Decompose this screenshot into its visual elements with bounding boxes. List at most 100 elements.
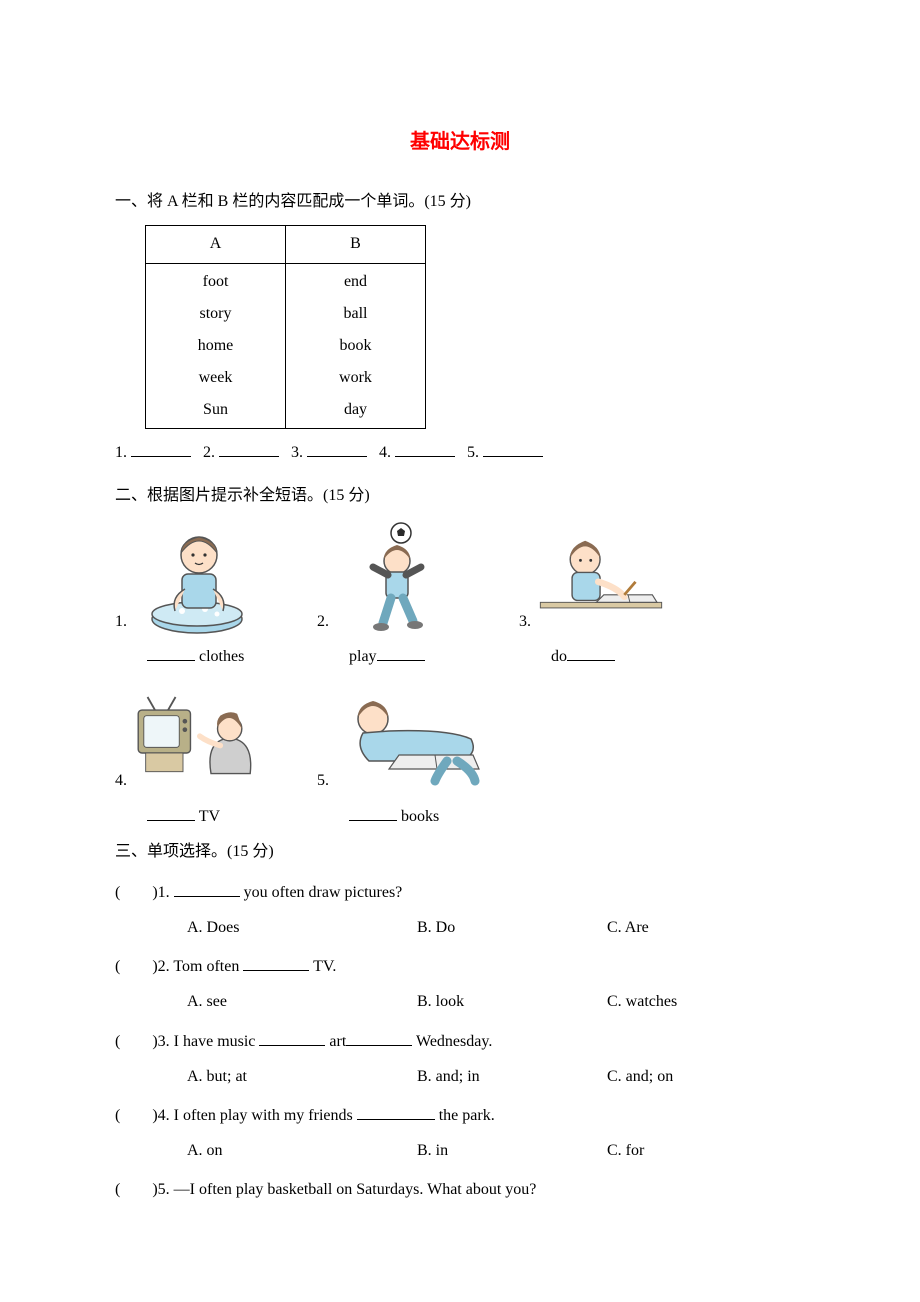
mcq-4: ( )4. I often play with my friends the p… bbox=[115, 1098, 805, 1168]
blank-1[interactable] bbox=[131, 443, 191, 457]
pic-2-num: 2. bbox=[317, 604, 329, 639]
pic-4-label: TV bbox=[147, 799, 267, 834]
blank-4[interactable] bbox=[395, 443, 455, 457]
pic-5-blank[interactable] bbox=[349, 806, 397, 820]
mcq-3-c[interactable]: C. and; on bbox=[607, 1059, 673, 1094]
pic-2-label: play bbox=[349, 639, 469, 674]
mcq-4-blank[interactable] bbox=[357, 1106, 435, 1120]
mcq-3-blank-2[interactable] bbox=[346, 1031, 412, 1045]
mcq-1-b[interactable]: B. Do bbox=[417, 910, 607, 945]
mcq-3-blank-1[interactable] bbox=[259, 1031, 325, 1045]
pic-5-text: books bbox=[397, 808, 439, 825]
mcq-1: ( )1. you often draw pictures? A. Does B… bbox=[115, 875, 805, 945]
mcq-2-pre: ( )2. Tom often bbox=[115, 958, 243, 975]
section3-heading: 三、单项选择。(15 分) bbox=[115, 834, 805, 869]
read-books-icon bbox=[329, 679, 499, 799]
mcq-1-stem: ( )1. you often draw pictures? bbox=[115, 875, 805, 910]
pic-row-1: 1. clothes 2. bbox=[115, 519, 805, 674]
mcq-2: ( )2. Tom often TV. A. see B. look C. wa… bbox=[115, 949, 805, 1019]
section1-blanks: 1. 2. 3. 4. 5. bbox=[115, 435, 805, 470]
mcq-1-post: you often draw pictures? bbox=[240, 884, 403, 901]
mcq-2-post: TV. bbox=[309, 958, 336, 975]
blank-5[interactable] bbox=[483, 443, 543, 457]
blank-1-num: 1. bbox=[115, 444, 127, 461]
match-col-b: end ball book work day bbox=[286, 263, 426, 428]
mcq-1-c[interactable]: C. Are bbox=[607, 910, 649, 945]
match-b-3: work bbox=[286, 362, 425, 394]
pic-item-1: 1. clothes bbox=[115, 519, 267, 674]
do-homework-icon bbox=[531, 519, 671, 639]
section2-heading: 二、根据图片提示补全短语。(15 分) bbox=[115, 478, 805, 513]
mcq-4-post: the park. bbox=[435, 1107, 495, 1124]
wash-clothes-icon bbox=[127, 519, 267, 639]
pic-5-num: 5. bbox=[317, 763, 329, 798]
pic-1-label: clothes bbox=[147, 639, 267, 674]
mcq-2-b[interactable]: B. look bbox=[417, 984, 607, 1019]
mcq-2-opts: A. see B. look C. watches bbox=[187, 984, 805, 1019]
pic-4-num: 4. bbox=[115, 763, 127, 798]
watch-tv-icon bbox=[127, 679, 267, 799]
pic-3-text: do bbox=[551, 648, 567, 665]
mcq-4-pre: ( )4. I often play with my friends bbox=[115, 1107, 357, 1124]
blank-2[interactable] bbox=[219, 443, 279, 457]
mcq-2-blank[interactable] bbox=[243, 957, 309, 971]
mcq-3-b[interactable]: B. and; in bbox=[417, 1059, 607, 1094]
pic-1-text: clothes bbox=[195, 648, 244, 665]
section1-heading: 一、将 A 栏和 B 栏的内容匹配成一个单词。(15 分) bbox=[115, 184, 805, 219]
match-a-4: Sun bbox=[146, 394, 285, 426]
match-a-1: story bbox=[146, 298, 285, 330]
mcq-3-stem: ( )3. I have music art Wednesday. bbox=[115, 1024, 805, 1059]
mcq-1-pre: ( )1. bbox=[115, 884, 174, 901]
mcq-1-a[interactable]: A. Does bbox=[187, 910, 417, 945]
blank-3-num: 3. bbox=[291, 444, 303, 461]
match-b-2: book bbox=[286, 330, 425, 362]
match-header-b: B bbox=[286, 226, 426, 264]
mcq-4-opts: A. on B. in C. for bbox=[187, 1133, 805, 1168]
mcq-4-stem: ( )4. I often play with my friends the p… bbox=[115, 1098, 805, 1133]
mcq-3-post: Wednesday. bbox=[412, 1033, 492, 1050]
pic-4-blank[interactable] bbox=[147, 806, 195, 820]
mcq-2-c[interactable]: C. watches bbox=[607, 984, 677, 1019]
pic-row-2: 4. TV 5. bbox=[115, 679, 805, 834]
match-table: A B foot story home week Sun end ball bo… bbox=[145, 225, 426, 429]
page-title: 基础达标测 bbox=[115, 120, 805, 164]
mcq-3-pre: ( )3. I have music bbox=[115, 1033, 259, 1050]
match-a-2: home bbox=[146, 330, 285, 362]
pic-1-blank[interactable] bbox=[147, 647, 195, 661]
mcq-2-a[interactable]: A. see bbox=[187, 984, 417, 1019]
mcq-4-c[interactable]: C. for bbox=[607, 1133, 644, 1168]
pic-5-label: books bbox=[349, 799, 499, 834]
pic-3-blank[interactable] bbox=[567, 647, 615, 661]
mcq-3-opts: A. but; at B. and; in C. and; on bbox=[187, 1059, 805, 1094]
match-b-4: day bbox=[286, 394, 425, 426]
pic-1-num: 1. bbox=[115, 604, 127, 639]
pic-3-num: 3. bbox=[519, 604, 531, 639]
pic-item-2: 2. play bbox=[317, 519, 469, 674]
mcq-5: ( )5. —I often play basketball on Saturd… bbox=[115, 1172, 805, 1207]
mcq-2-stem: ( )2. Tom often TV. bbox=[115, 949, 805, 984]
blank-4-num: 4. bbox=[379, 444, 391, 461]
blank-3[interactable] bbox=[307, 443, 367, 457]
blank-2-num: 2. bbox=[203, 444, 215, 461]
mcq-3-mid: art bbox=[325, 1033, 346, 1050]
mcq-4-a[interactable]: A. on bbox=[187, 1133, 417, 1168]
match-a-3: week bbox=[146, 362, 285, 394]
pic-item-4: 4. TV bbox=[115, 679, 267, 834]
pic-2-blank[interactable] bbox=[377, 647, 425, 661]
play-football-icon bbox=[329, 519, 469, 639]
match-b-1: ball bbox=[286, 298, 425, 330]
match-col-a: foot story home week Sun bbox=[146, 263, 286, 428]
match-a-0: foot bbox=[146, 266, 285, 298]
pic-item-3: 3. do bbox=[519, 519, 671, 674]
match-b-0: end bbox=[286, 266, 425, 298]
mcq-4-b[interactable]: B. in bbox=[417, 1133, 607, 1168]
mcq-3-a[interactable]: A. but; at bbox=[187, 1059, 417, 1094]
pic-2-text: play bbox=[349, 648, 377, 665]
pic-3-label: do bbox=[551, 639, 671, 674]
blank-5-num: 5. bbox=[467, 444, 479, 461]
mcq-1-blank[interactable] bbox=[174, 883, 240, 897]
pic-4-text: TV bbox=[195, 808, 220, 825]
pic-item-5: 5. books bbox=[317, 679, 499, 834]
mcq-5-stem: ( )5. —I often play basketball on Saturd… bbox=[115, 1172, 805, 1207]
mcq-1-opts: A. Does B. Do C. Are bbox=[187, 910, 805, 945]
